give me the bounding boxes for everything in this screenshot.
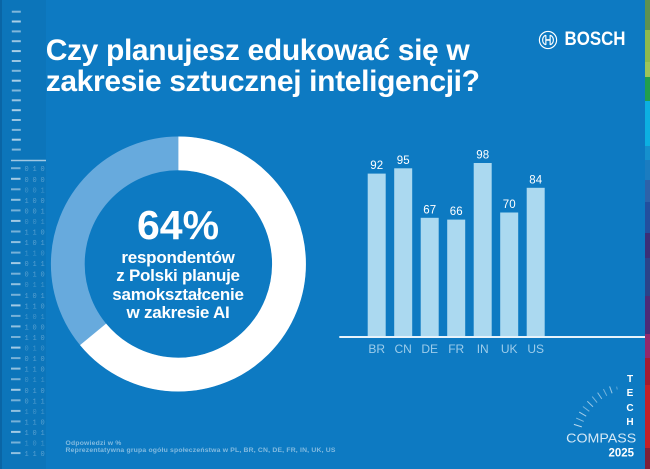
svg-text:110: 110 — [25, 230, 45, 238]
svg-text:110: 110 — [25, 419, 45, 427]
svg-text:2025: 2025 — [609, 446, 635, 460]
svg-text:001: 001 — [25, 187, 45, 195]
svg-text:010: 010 — [25, 272, 45, 280]
svg-text:US: US — [527, 342, 544, 356]
svg-text:BOSCH: BOSCH — [565, 29, 626, 49]
svg-text:011: 011 — [25, 377, 45, 385]
svg-text:110: 110 — [25, 303, 45, 311]
svg-text:000: 000 — [25, 177, 45, 185]
svg-text:011: 011 — [25, 282, 45, 290]
svg-text:DE: DE — [421, 342, 438, 356]
svg-text:011: 011 — [25, 398, 45, 406]
svg-text:101: 101 — [25, 430, 45, 438]
svg-text:001: 001 — [25, 219, 45, 227]
svg-text:010: 010 — [25, 356, 45, 364]
svg-text:010: 010 — [25, 166, 45, 174]
svg-text:92: 92 — [370, 160, 383, 172]
svg-text:010: 010 — [25, 388, 45, 396]
svg-text:110: 110 — [25, 451, 45, 459]
svg-text:100: 100 — [25, 324, 45, 332]
svg-text:110: 110 — [25, 335, 45, 343]
svg-text:110: 110 — [25, 367, 45, 375]
svg-text:66: 66 — [450, 206, 463, 218]
svg-text:100: 100 — [25, 198, 45, 206]
svg-text:101: 101 — [25, 293, 45, 301]
svg-text:84: 84 — [529, 174, 542, 186]
svg-text:UK: UK — [501, 342, 518, 356]
svg-text:95: 95 — [397, 155, 410, 167]
svg-text:101: 101 — [25, 441, 45, 449]
svg-text:IN: IN — [477, 342, 489, 356]
svg-text:101: 101 — [25, 409, 45, 417]
svg-text:BR: BR — [368, 342, 385, 356]
svg-text:FR: FR — [448, 342, 464, 356]
svg-text:COMPASS: COMPASS — [566, 430, 636, 445]
svg-text:67: 67 — [423, 204, 436, 216]
svg-text:70: 70 — [503, 199, 516, 211]
svg-text:011: 011 — [25, 261, 45, 269]
svg-text:CN: CN — [395, 342, 412, 356]
svg-text:110: 110 — [25, 251, 45, 259]
svg-text:001: 001 — [25, 208, 45, 216]
svg-text:98: 98 — [476, 150, 489, 162]
svg-text:101: 101 — [25, 314, 45, 322]
svg-text:101: 101 — [25, 240, 45, 248]
svg-text:010: 010 — [25, 346, 45, 354]
